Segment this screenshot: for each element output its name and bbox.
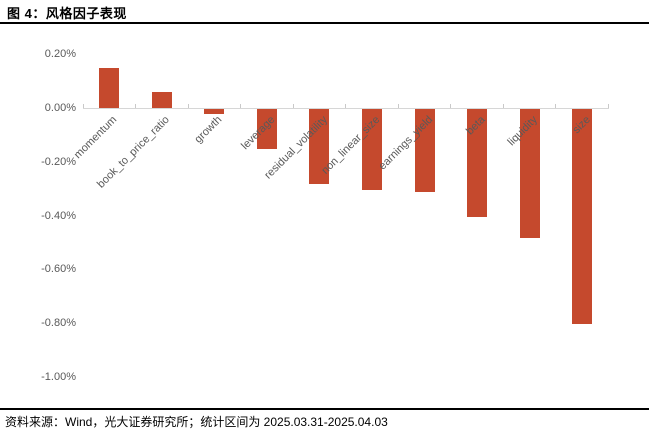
- x-axis-label-growth: growth: [192, 113, 225, 146]
- x-axis-tick: [555, 104, 557, 108]
- y-axis-tick-label: -0.60%: [41, 263, 76, 276]
- x-axis-line: [83, 108, 609, 109]
- x-axis-tick: [450, 104, 452, 108]
- y-axis-tick-label: -0.20%: [41, 155, 76, 168]
- bar-liquidity: [519, 109, 540, 239]
- y-axis-tick-label: -0.40%: [41, 209, 76, 222]
- x-axis-tick: [608, 104, 609, 108]
- bar-non_linear_size: [362, 109, 383, 190]
- x-axis-tick: [240, 104, 242, 108]
- bar-beta: [467, 109, 488, 217]
- footer-divider: [0, 408, 649, 410]
- bar-earnings_yield: [414, 109, 435, 193]
- y-axis-tick-label: -1.00%: [41, 371, 76, 383]
- bar-book_to_price_ratio: [151, 91, 172, 108]
- x-axis-tick: [397, 104, 399, 108]
- x-axis-tick: [135, 104, 137, 108]
- x-axis-tick: [292, 104, 294, 108]
- figure-title: 图 4：风格因子表现: [7, 6, 127, 21]
- source-note: 资料来源：Wind，光大证券研究所；统计区间为 2025.03.31-2025.…: [5, 415, 388, 429]
- x-axis-tick: [502, 104, 504, 108]
- bar-momentum: [99, 67, 120, 108]
- bar-size: [572, 109, 593, 325]
- y-axis-tick-label: 0.20%: [44, 48, 76, 61]
- bar-growth: [204, 109, 225, 115]
- x-axis-tick: [187, 104, 189, 108]
- title-divider: [0, 22, 649, 24]
- x-axis-label-momentum: momentum: [72, 113, 120, 162]
- y-axis-tick-label: 0.00%: [44, 102, 76, 114]
- bar-residual_volatility: [309, 109, 330, 185]
- x-axis-tick: [345, 104, 347, 108]
- y-axis-tick-label: -0.80%: [41, 317, 76, 330]
- bar-leverage: [256, 109, 277, 150]
- x-axis-tick: [82, 104, 84, 108]
